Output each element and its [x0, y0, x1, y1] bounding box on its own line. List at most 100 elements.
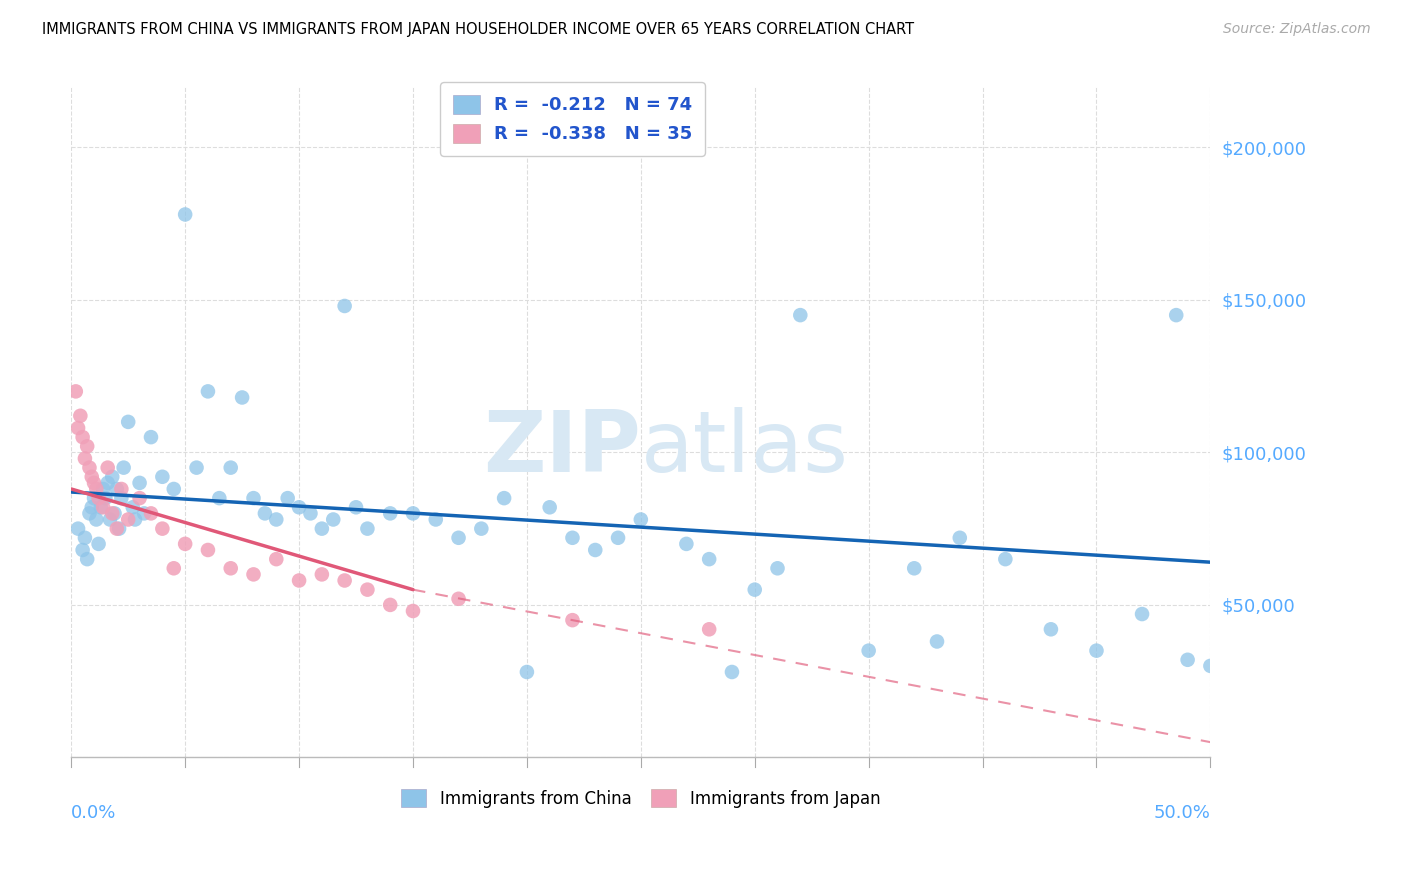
- Text: IMMIGRANTS FROM CHINA VS IMMIGRANTS FROM JAPAN HOUSEHOLDER INCOME OVER 65 YEARS : IMMIGRANTS FROM CHINA VS IMMIGRANTS FROM…: [42, 22, 914, 37]
- Point: [1130, 607, 1153, 621]
- Point: [197, 384, 219, 399]
- Point: [84, 482, 107, 496]
- Point: [470, 522, 492, 536]
- Point: [84, 512, 107, 526]
- Point: [163, 482, 186, 496]
- Point: [299, 507, 322, 521]
- Point: [344, 500, 367, 515]
- Point: [97, 460, 120, 475]
- Point: [219, 460, 242, 475]
- Point: [97, 475, 120, 490]
- Legend: Immigrants from China, Immigrants from Japan: Immigrants from China, Immigrants from J…: [392, 780, 889, 816]
- Point: [79, 507, 101, 521]
- Point: [925, 634, 948, 648]
- Point: [94, 491, 117, 505]
- Point: [186, 460, 208, 475]
- Point: [65, 384, 87, 399]
- Point: [72, 430, 94, 444]
- Point: [630, 512, 652, 526]
- Point: [98, 512, 121, 526]
- Point: [266, 552, 288, 566]
- Point: [121, 500, 143, 515]
- Point: [69, 409, 91, 423]
- Point: [561, 613, 583, 627]
- Point: [112, 460, 135, 475]
- Point: [242, 567, 264, 582]
- Point: [858, 643, 880, 657]
- Point: [174, 537, 197, 551]
- Point: [266, 512, 288, 526]
- Point: [356, 582, 378, 597]
- Point: [83, 475, 105, 490]
- Point: [105, 482, 128, 496]
- Point: [219, 561, 242, 575]
- Point: [607, 531, 630, 545]
- Point: [402, 604, 425, 618]
- Point: [675, 537, 697, 551]
- Point: [494, 491, 516, 505]
- Point: [322, 512, 344, 526]
- Text: 50.0%: 50.0%: [1153, 805, 1211, 822]
- Point: [76, 552, 98, 566]
- Point: [949, 531, 972, 545]
- Point: [72, 543, 94, 558]
- Point: [67, 421, 90, 435]
- Point: [105, 522, 128, 536]
- Point: [128, 491, 150, 505]
- Point: [208, 491, 231, 505]
- Point: [766, 561, 789, 575]
- Point: [117, 512, 139, 526]
- Point: [87, 491, 110, 505]
- Point: [108, 522, 131, 536]
- Point: [110, 482, 132, 496]
- Point: [447, 531, 470, 545]
- Point: [150, 522, 173, 536]
- Point: [789, 308, 811, 322]
- Point: [110, 491, 132, 505]
- Point: [124, 512, 146, 526]
- Point: [277, 491, 299, 505]
- Point: [721, 665, 744, 679]
- Point: [994, 552, 1017, 566]
- Point: [91, 482, 114, 496]
- Point: [150, 470, 173, 484]
- Text: 0.0%: 0.0%: [72, 805, 117, 822]
- Point: [73, 451, 96, 466]
- Point: [380, 598, 402, 612]
- Point: [134, 507, 156, 521]
- Point: [288, 500, 311, 515]
- Point: [288, 574, 311, 588]
- Point: [73, 531, 96, 545]
- Point: [80, 470, 103, 484]
- Point: [583, 543, 606, 558]
- Text: atlas: atlas: [641, 408, 849, 491]
- Point: [697, 552, 720, 566]
- Point: [67, 522, 90, 536]
- Point: [231, 391, 253, 405]
- Point: [356, 522, 378, 536]
- Point: [139, 430, 162, 444]
- Point: [139, 507, 162, 521]
- Point: [76, 439, 98, 453]
- Point: [117, 415, 139, 429]
- Point: [380, 507, 402, 521]
- Point: [311, 522, 333, 536]
- Point: [333, 574, 356, 588]
- Point: [242, 491, 264, 505]
- Point: [516, 665, 538, 679]
- Point: [80, 500, 103, 515]
- Point: [253, 507, 276, 521]
- Point: [101, 470, 124, 484]
- Point: [1039, 622, 1062, 636]
- Point: [197, 543, 219, 558]
- Point: [561, 531, 583, 545]
- Point: [103, 507, 125, 521]
- Point: [87, 537, 110, 551]
- Point: [174, 207, 197, 221]
- Point: [1177, 653, 1199, 667]
- Point: [903, 561, 925, 575]
- Point: [101, 507, 124, 521]
- Point: [402, 507, 425, 521]
- Text: ZIP: ZIP: [484, 408, 641, 491]
- Point: [91, 500, 114, 515]
